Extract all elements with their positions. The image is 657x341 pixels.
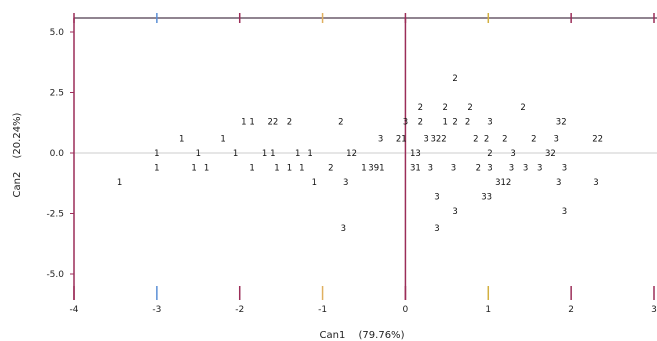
x-axis-label: Can1 [320, 330, 346, 341]
data-point-label: 2 [418, 103, 423, 113]
x-tick-label: -4 [70, 305, 79, 315]
data-point-label: 3 [523, 164, 528, 174]
data-point-label: 322 [430, 134, 446, 144]
y-tick-label: 5.0 [50, 28, 65, 38]
data-point-label: 21 [396, 134, 407, 144]
data-point-label: 391 [368, 164, 384, 174]
data-point-label: 3 [537, 164, 542, 174]
x-axis-percent: (79.76%) [359, 330, 405, 341]
data-point-label: 1 [154, 149, 159, 159]
y-axis-label: Can2 [12, 172, 23, 198]
data-point-label: 33 [481, 193, 492, 203]
data-point-label: 2 [484, 134, 489, 144]
data-point-label: 3 [378, 134, 383, 144]
data-point-label: 1 [154, 164, 159, 174]
x-tick-label: 1 [485, 305, 491, 315]
data-point-label: 3 [487, 118, 492, 128]
x-tick-label: 3 [651, 305, 657, 315]
data-point-label: 2 [487, 149, 492, 159]
data-point-label: 2 [452, 118, 457, 128]
data-point-label: 3 [341, 224, 346, 234]
data-point-label: 2 [328, 164, 333, 174]
data-point-label: 3 [562, 164, 567, 174]
x-tick-label: 2 [568, 305, 574, 315]
data-point-label: 1 [249, 118, 254, 128]
data-point-label: 1 [312, 178, 317, 188]
data-point-label: 3 [562, 207, 567, 217]
data-point-label: 1 [442, 118, 447, 128]
x-tick-label: -3 [152, 305, 161, 315]
y-tick-label: -5.0 [46, 270, 64, 280]
data-point-label: 1 [117, 178, 122, 188]
data-point-label: 31 [410, 164, 421, 174]
plot-frame [73, 17, 657, 300]
y-axis-ticks: 5.0 2.5 0.0 -2.5 -5.0 [46, 28, 74, 280]
data-point-label: 3 [452, 207, 457, 217]
data-point-label: 2 [467, 103, 472, 113]
data-point-label: 2 [287, 118, 292, 128]
data-point-label: 2 [520, 103, 525, 113]
data-point-label: 1 [262, 149, 267, 159]
data-point-label: 3 [428, 164, 433, 174]
data-point-label: 2 [452, 74, 457, 84]
data-point-label: 3 [509, 164, 514, 174]
data-point-label: 3 [423, 134, 428, 144]
data-point-label: 13 [410, 149, 421, 159]
data-point-label: 2 [338, 118, 343, 128]
data-point-label: 1 [299, 164, 304, 174]
x-tick-label: -2 [235, 305, 244, 315]
x-tick-label: 0 [403, 305, 409, 315]
data-point-label: 312 [495, 178, 511, 188]
data-point-label: 22 [592, 134, 603, 144]
data-point-label: 3 [554, 134, 559, 144]
y-axis-percent: (20.24%) [12, 112, 23, 158]
data-point-label: 1 [204, 164, 209, 174]
data-point-label: 2 [442, 103, 447, 113]
data-point-label: 3 [487, 164, 492, 174]
data-point-label: 1 [274, 164, 279, 174]
data-point-label: 32 [545, 149, 556, 159]
data-point-label: 1 [287, 164, 292, 174]
y-tick-label: -2.5 [46, 210, 64, 220]
data-point-label: 1 [220, 134, 225, 144]
data-point-label: 3 [451, 164, 456, 174]
data-point-label: 1 [295, 149, 300, 159]
data-point-label: 1 [270, 149, 275, 159]
data-point-label: 2 [531, 134, 536, 144]
x-axis-ticks: -4 -3 -2 -1 0 1 2 3 [70, 13, 657, 315]
x-axis-title: Can1 (79.76%) [320, 330, 405, 341]
data-point-label: 1 [241, 118, 246, 128]
data-point-label: 1 [179, 134, 184, 144]
data-point-label: 2 [418, 118, 423, 128]
data-point-label: 1 [307, 149, 312, 159]
y-tick-label: 2.5 [50, 89, 64, 99]
data-point-label: 3 [510, 149, 515, 159]
data-point-label: 1 [361, 164, 366, 174]
data-point-label: 12 [346, 149, 357, 159]
data-point-label: 2 [465, 118, 470, 128]
data-point-label: 2 [502, 134, 507, 144]
data-point-label: 3 [343, 178, 348, 188]
y-tick-label: 0.0 [50, 149, 65, 159]
data-point-label: 2 [476, 164, 481, 174]
data-point-label: 1 [196, 149, 201, 159]
data-point-label: 1 [233, 149, 238, 159]
data-point-label: 3 [434, 193, 439, 203]
data-point-label: 3 [434, 224, 439, 234]
data-point-label: 32 [556, 118, 567, 128]
x-tick-label: -1 [318, 305, 327, 315]
data-point-label: 2 [473, 134, 478, 144]
data-point-label: 3 [593, 178, 598, 188]
data-point-label: 3 [403, 118, 408, 128]
data-point-label: 22 [267, 118, 278, 128]
data-point-label: 1 [191, 164, 196, 174]
y-axis-title: Can2 (20.24%) [12, 112, 23, 197]
data-point-label: 3 [556, 178, 561, 188]
data-point-label: 1 [249, 164, 254, 174]
